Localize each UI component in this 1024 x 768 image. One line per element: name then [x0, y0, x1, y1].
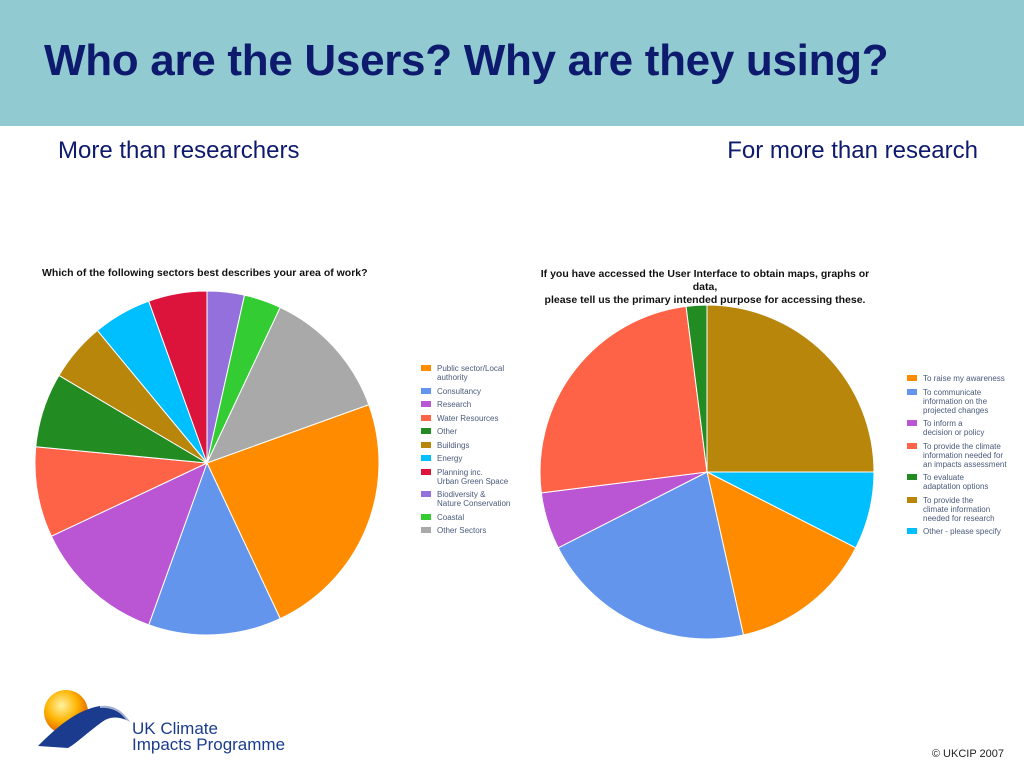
- pie-slice: [148, 461, 281, 636]
- pie-slice: [706, 471, 857, 636]
- legend-item: Other Sectors: [421, 526, 521, 535]
- legend-label: Planning inc.: [437, 467, 483, 477]
- pie-slice: [206, 404, 380, 620]
- legend-item: To evaluate adaptation options: [907, 473, 1017, 491]
- legend-item: Energy: [421, 454, 521, 463]
- legend-label: To provide the climate: [923, 441, 1001, 451]
- subtitle-right: For more than research: [727, 137, 978, 164]
- legend-label: adaptation options: [923, 482, 989, 491]
- legend-swatch: [907, 528, 917, 534]
- legend-label: Other Sectors: [437, 526, 487, 535]
- legend-swatch: [421, 527, 431, 533]
- chart-2-title-line: If you have accessed the User Interface …: [540, 268, 870, 293]
- legend-label: projected changes: [923, 405, 989, 415]
- legend-label: Coastal: [437, 512, 465, 522]
- legend-item: To inform a decision or policy: [907, 419, 1017, 437]
- legend-label: To inform a: [923, 419, 963, 428]
- legend-label: Biodiversity &: [437, 490, 486, 499]
- legend-label: To provide the: [923, 495, 974, 505]
- legend-swatch: [421, 455, 431, 461]
- legend-item: To provide the climate information needed…: [907, 442, 1017, 469]
- legend-label: Public sector/Local: [437, 364, 505, 373]
- legend-label: Energy: [437, 454, 463, 463]
- title-bar: [0, 0, 1024, 126]
- legend-item: Coastal: [421, 513, 521, 522]
- chart-2-title: If you have accessed the User Interface …: [530, 268, 880, 307]
- legend-item: Biodiversity & Nature Conservation: [421, 490, 521, 508]
- legend-item: Planning inc. Urban Green Space: [421, 468, 521, 486]
- purpose-pie-chart: [540, 304, 874, 640]
- logo-text: UK Climate Impacts Programme: [132, 719, 286, 754]
- legend-item: Public sector/Local authority: [421, 364, 521, 382]
- wave-icon: [38, 705, 130, 748]
- legend-label: To raise my awareness: [923, 374, 1005, 383]
- pie-slice: [34, 446, 209, 537]
- legend-swatch: [907, 375, 917, 381]
- subtitle-left: More than researchers: [58, 137, 300, 164]
- legend-swatch: [421, 441, 431, 448]
- legend-label: Water Resources: [437, 413, 499, 423]
- legend-swatch: [907, 420, 917, 426]
- legend-swatch: [907, 474, 917, 480]
- legend-swatch: [907, 442, 917, 449]
- logo-text-line: Impacts Programme: [132, 735, 286, 754]
- legend-swatch: [421, 491, 431, 497]
- legend-swatch: [421, 468, 431, 475]
- pie-slice: [557, 471, 745, 640]
- legend-item: To communicate information on the projecte…: [907, 388, 1017, 415]
- legend-label: Buildings: [437, 440, 470, 450]
- legend-label: To communicate: [923, 387, 982, 397]
- legend-swatch: [907, 388, 917, 395]
- copyright-text: © UKCIP 2007: [931, 748, 1004, 760]
- legend-label: Nature Conservation: [437, 499, 511, 508]
- legend-label: needed for research: [923, 513, 995, 523]
- chart-2-title-line: please tell us the primary intended purp…: [544, 294, 866, 306]
- legend-label: Urban Green Space: [437, 476, 509, 486]
- legend-swatch: [421, 401, 431, 407]
- legend-item: Consultancy: [421, 387, 521, 396]
- legend-label: Other - please specify: [923, 527, 1001, 536]
- pie-slice: [706, 304, 874, 473]
- legend-item: To provide the climate information needed …: [907, 496, 1017, 523]
- legend-swatch: [421, 414, 431, 421]
- sectors-legend: Public sector/Local authority Consultancy R…: [421, 364, 521, 540]
- legend-label: authority: [437, 373, 468, 382]
- purpose-legend: To raise my awareness To communicate infor…: [907, 374, 1017, 541]
- legend-item: To raise my awareness: [907, 374, 1017, 383]
- legend-item: Other: [421, 427, 521, 436]
- pie-slice: [685, 304, 708, 473]
- legend-label: climate information: [923, 504, 991, 514]
- legend-label: information needed for: [923, 450, 1004, 460]
- legend-swatch: [907, 496, 917, 503]
- pie-slice: [540, 305, 708, 494]
- chart-1-title: Which of the following sectors best desc…: [42, 267, 368, 279]
- legend-swatch: [421, 428, 431, 434]
- sectors-pie-chart: [34, 290, 380, 636]
- legend-label: Consultancy: [437, 386, 482, 396]
- pie-slice: [50, 462, 208, 626]
- legend-label: To evaluate: [923, 473, 964, 482]
- legend-label: an impacts assessment: [923, 459, 1007, 469]
- logo-text-line: UK Climate: [132, 719, 218, 738]
- legend-item: Buildings: [421, 441, 521, 450]
- pie-slice: [148, 290, 208, 464]
- legend-label: Other: [437, 427, 458, 436]
- legend-label: Research: [437, 400, 472, 409]
- legend-item: Other - please specify: [907, 527, 1017, 536]
- slide-title: Who are the Users? Why are they using?: [44, 36, 889, 85]
- legend-label: information on the: [923, 396, 988, 406]
- legend-item: Water Resources: [421, 414, 521, 423]
- pie-slice: [206, 306, 370, 464]
- legend-item: Research: [421, 400, 521, 409]
- ukcip-logo: [38, 690, 130, 748]
- legend-label: decision or policy: [923, 428, 985, 437]
- legend-swatch: [421, 513, 431, 520]
- legend-swatch: [421, 365, 431, 371]
- legend-swatch: [421, 387, 431, 394]
